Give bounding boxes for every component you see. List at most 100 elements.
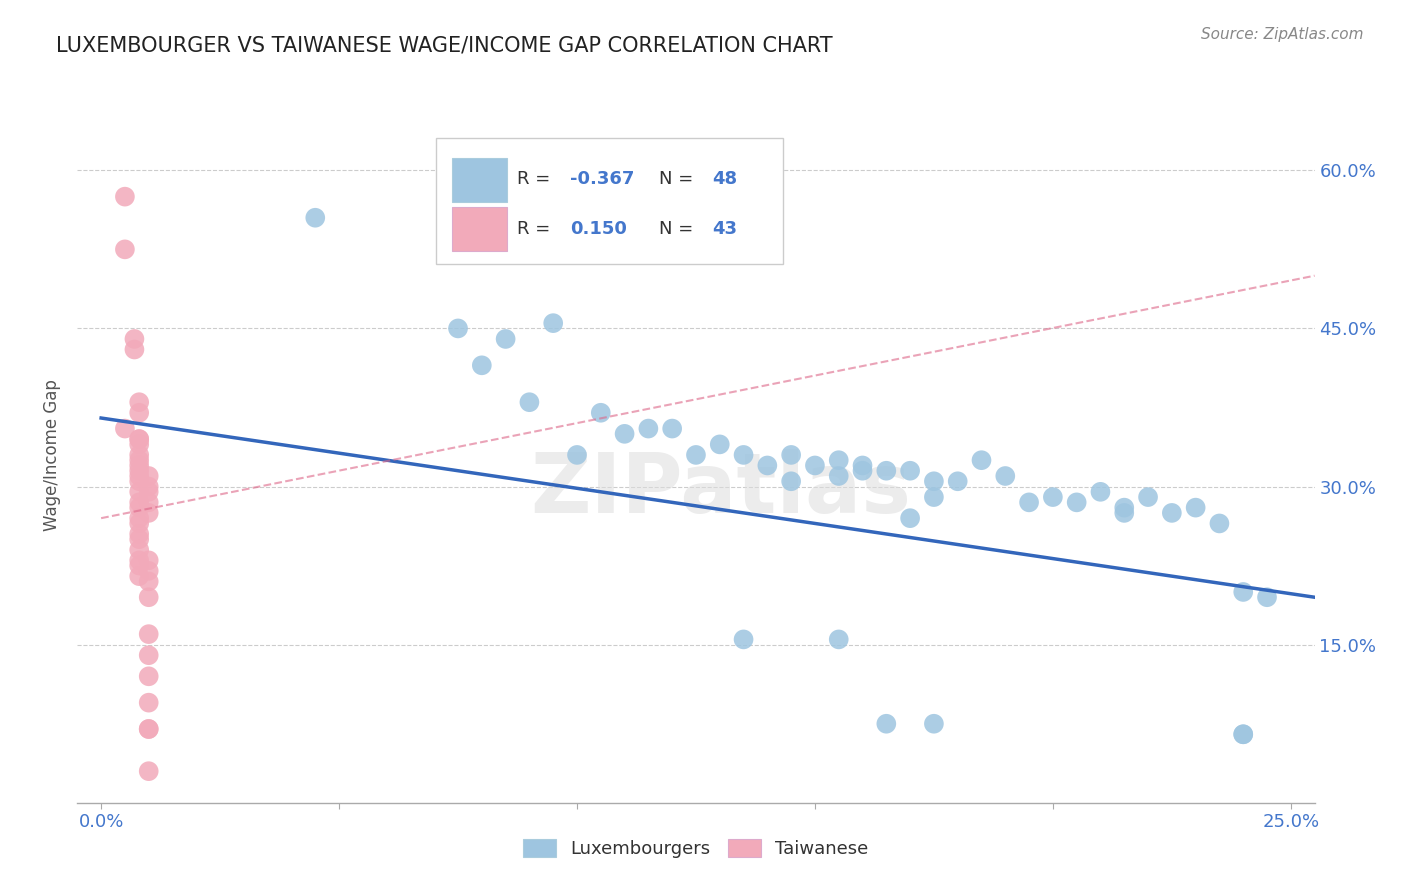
Point [138,722,160,736]
Point [828,469,851,483]
Point [1137,490,1160,504]
Text: Source: ZipAtlas.com: Source: ZipAtlas.com [1201,27,1364,42]
Point [128,406,150,420]
Point [733,448,755,462]
Point [128,432,150,446]
Point [709,437,731,451]
FancyBboxPatch shape [453,158,506,202]
Point [128,469,150,483]
Point [138,696,160,710]
Point [128,542,150,557]
Point [780,448,803,462]
Point [1208,516,1230,531]
Point [589,406,612,420]
Point [138,591,160,605]
Point [1232,727,1254,741]
Point [128,553,150,567]
FancyBboxPatch shape [436,138,783,263]
Point [922,475,945,489]
Text: LUXEMBOURGER VS TAIWANESE WAGE/INCOME GAP CORRELATION CHART: LUXEMBOURGER VS TAIWANESE WAGE/INCOME GA… [56,36,832,55]
Point [685,448,707,462]
Point [138,648,160,663]
Point [128,458,150,473]
Point [128,500,150,515]
Point [1042,490,1064,504]
Point [124,343,146,357]
Point [138,506,160,520]
Y-axis label: Wage/Income Gap: Wage/Income Gap [44,379,62,531]
Point [1090,484,1112,499]
Point [128,511,150,525]
Point [128,464,150,478]
Point [114,243,136,257]
Point [138,469,160,483]
Point [613,426,636,441]
Point [138,479,160,493]
Point [128,448,150,462]
Point [519,395,541,409]
Point [994,469,1017,483]
Point [128,484,150,499]
Text: N =: N = [659,169,699,187]
Point [128,495,150,509]
Point [1114,506,1136,520]
Point [138,722,160,736]
Point [138,627,160,641]
Text: 0.150: 0.150 [569,219,627,238]
Text: -0.367: -0.367 [569,169,634,187]
Point [1066,495,1088,509]
Point [495,332,517,346]
Point [1184,500,1206,515]
Point [922,490,945,504]
Point [128,395,150,409]
Point [128,558,150,573]
Point [128,475,150,489]
Point [1160,506,1182,520]
Point [733,632,755,647]
Point [128,432,150,446]
Point [1232,585,1254,599]
Point [780,475,803,489]
Point [828,453,851,467]
Point [851,464,873,478]
Point [138,574,160,589]
Point [637,421,659,435]
Point [114,189,136,203]
Text: ZIPatlas: ZIPatlas [530,450,911,530]
Point [756,458,779,473]
Text: N =: N = [659,219,699,238]
Text: 43: 43 [711,219,737,238]
Point [1256,591,1278,605]
Point [138,669,160,683]
Point [828,632,851,647]
Point [124,332,146,346]
FancyBboxPatch shape [453,207,506,251]
Point [138,764,160,779]
Point [128,527,150,541]
Point [1018,495,1040,509]
Text: 48: 48 [711,169,737,187]
Point [128,453,150,467]
Point [898,511,921,525]
Point [304,211,326,225]
Text: R =: R = [516,169,555,187]
Point [1232,727,1254,741]
Point [661,421,683,435]
Point [541,316,564,330]
Legend: Luxembourgers, Taiwanese: Luxembourgers, Taiwanese [517,833,875,863]
Point [128,516,150,531]
Point [138,495,160,509]
Point [471,359,494,373]
Point [875,716,897,731]
Point [128,533,150,547]
Point [138,553,160,567]
Point [128,569,150,583]
Point [114,421,136,435]
Point [1114,500,1136,515]
Point [447,321,470,335]
Point [138,484,160,499]
Point [128,437,150,451]
Point [946,475,969,489]
Point [804,458,827,473]
Point [875,464,897,478]
